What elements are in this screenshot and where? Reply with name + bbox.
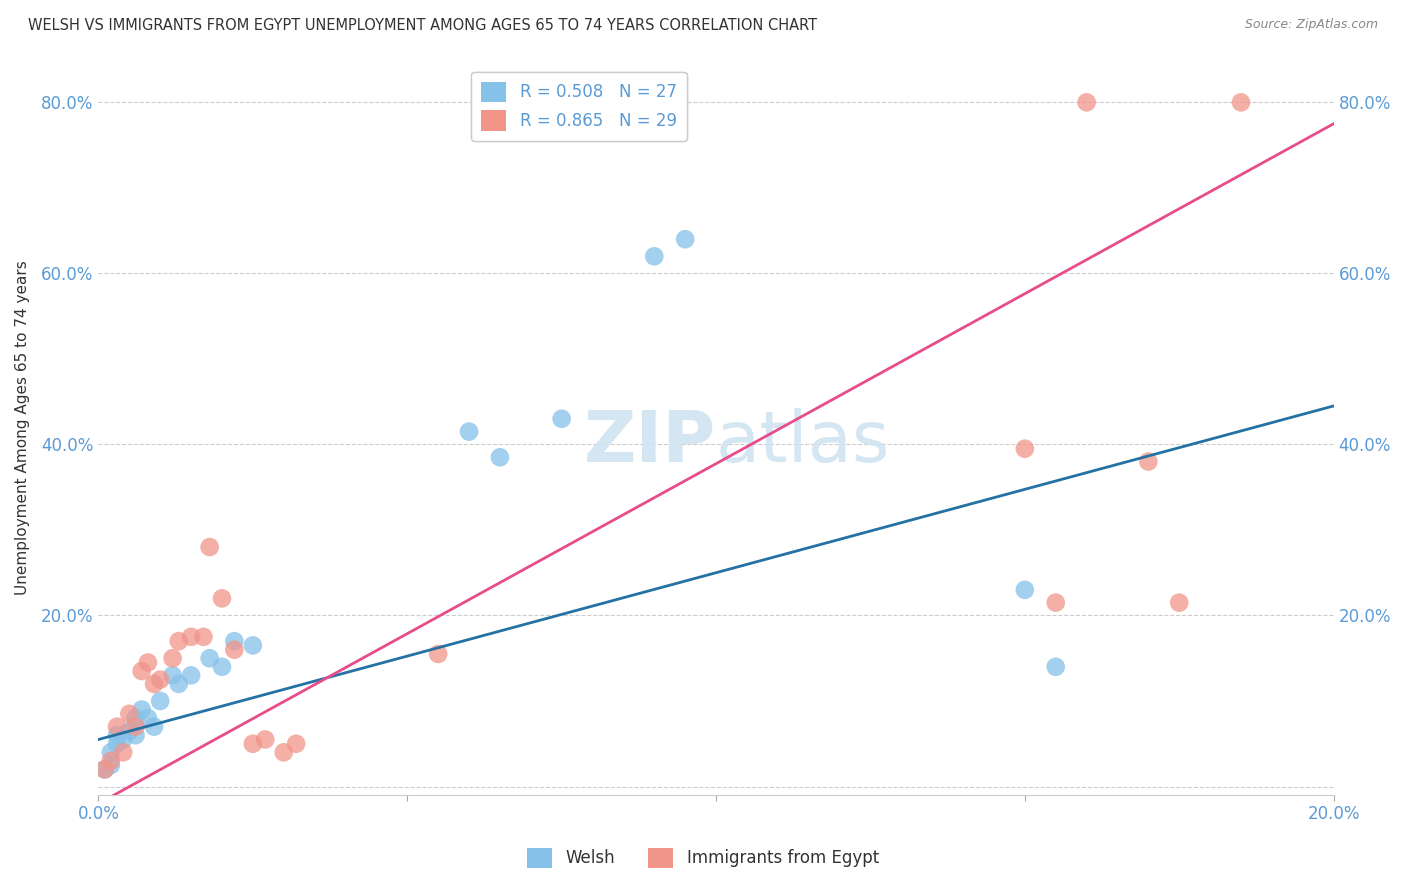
Point: [131, 664, 153, 678]
Point: [180, 668, 202, 682]
Point: [1076, 95, 1098, 110]
Legend: Welsh, Immigrants from Egypt: Welsh, Immigrants from Egypt: [520, 841, 886, 875]
Point: [198, 651, 221, 665]
Point: [112, 732, 135, 747]
Point: [1014, 582, 1036, 597]
Point: [149, 673, 172, 687]
Point: [224, 642, 246, 657]
Text: WELSH VS IMMIGRANTS FROM EGYPT UNEMPLOYMENT AMONG AGES 65 TO 74 YEARS CORRELATIO: WELSH VS IMMIGRANTS FROM EGYPT UNEMPLOYM…: [28, 18, 817, 33]
Point: [93, 763, 115, 777]
Point: [673, 232, 696, 246]
Point: [1137, 454, 1160, 468]
Point: [136, 711, 159, 725]
Point: [643, 249, 665, 263]
Point: [167, 634, 190, 648]
Text: Source: ZipAtlas.com: Source: ZipAtlas.com: [1244, 18, 1378, 31]
Point: [1045, 596, 1067, 610]
Point: [167, 677, 190, 691]
Point: [224, 634, 246, 648]
Y-axis label: Unemployment Among Ages 65 to 74 years: Unemployment Among Ages 65 to 74 years: [15, 260, 30, 595]
Point: [143, 720, 166, 734]
Point: [180, 630, 202, 644]
Point: [162, 651, 184, 665]
Point: [458, 425, 481, 439]
Point: [581, 95, 603, 110]
Point: [427, 647, 450, 661]
Point: [198, 540, 221, 554]
Point: [105, 728, 128, 742]
Point: [124, 720, 146, 734]
Point: [118, 723, 141, 738]
Point: [489, 450, 512, 465]
Point: [550, 411, 572, 425]
Point: [285, 737, 308, 751]
Point: [193, 630, 215, 644]
Point: [118, 706, 141, 721]
Point: [1230, 95, 1253, 110]
Point: [1168, 596, 1191, 610]
Point: [93, 763, 115, 777]
Point: [105, 737, 128, 751]
Point: [143, 677, 166, 691]
Point: [211, 591, 233, 606]
Point: [105, 720, 128, 734]
Point: [100, 754, 122, 768]
Point: [100, 745, 122, 759]
Point: [1045, 660, 1067, 674]
Point: [100, 758, 122, 772]
Text: ZIP: ZIP: [583, 408, 716, 476]
Point: [149, 694, 172, 708]
Legend: R = 0.508   N = 27, R = 0.865   N = 29: R = 0.508 N = 27, R = 0.865 N = 29: [471, 71, 686, 141]
Point: [131, 702, 153, 716]
Point: [1014, 442, 1036, 456]
Point: [124, 711, 146, 725]
Point: [273, 745, 295, 759]
Point: [242, 639, 264, 653]
Point: [242, 737, 264, 751]
Point: [112, 745, 135, 759]
Point: [124, 728, 146, 742]
Point: [254, 732, 277, 747]
Text: atlas: atlas: [716, 408, 890, 476]
Point: [211, 660, 233, 674]
Point: [136, 656, 159, 670]
Point: [162, 668, 184, 682]
